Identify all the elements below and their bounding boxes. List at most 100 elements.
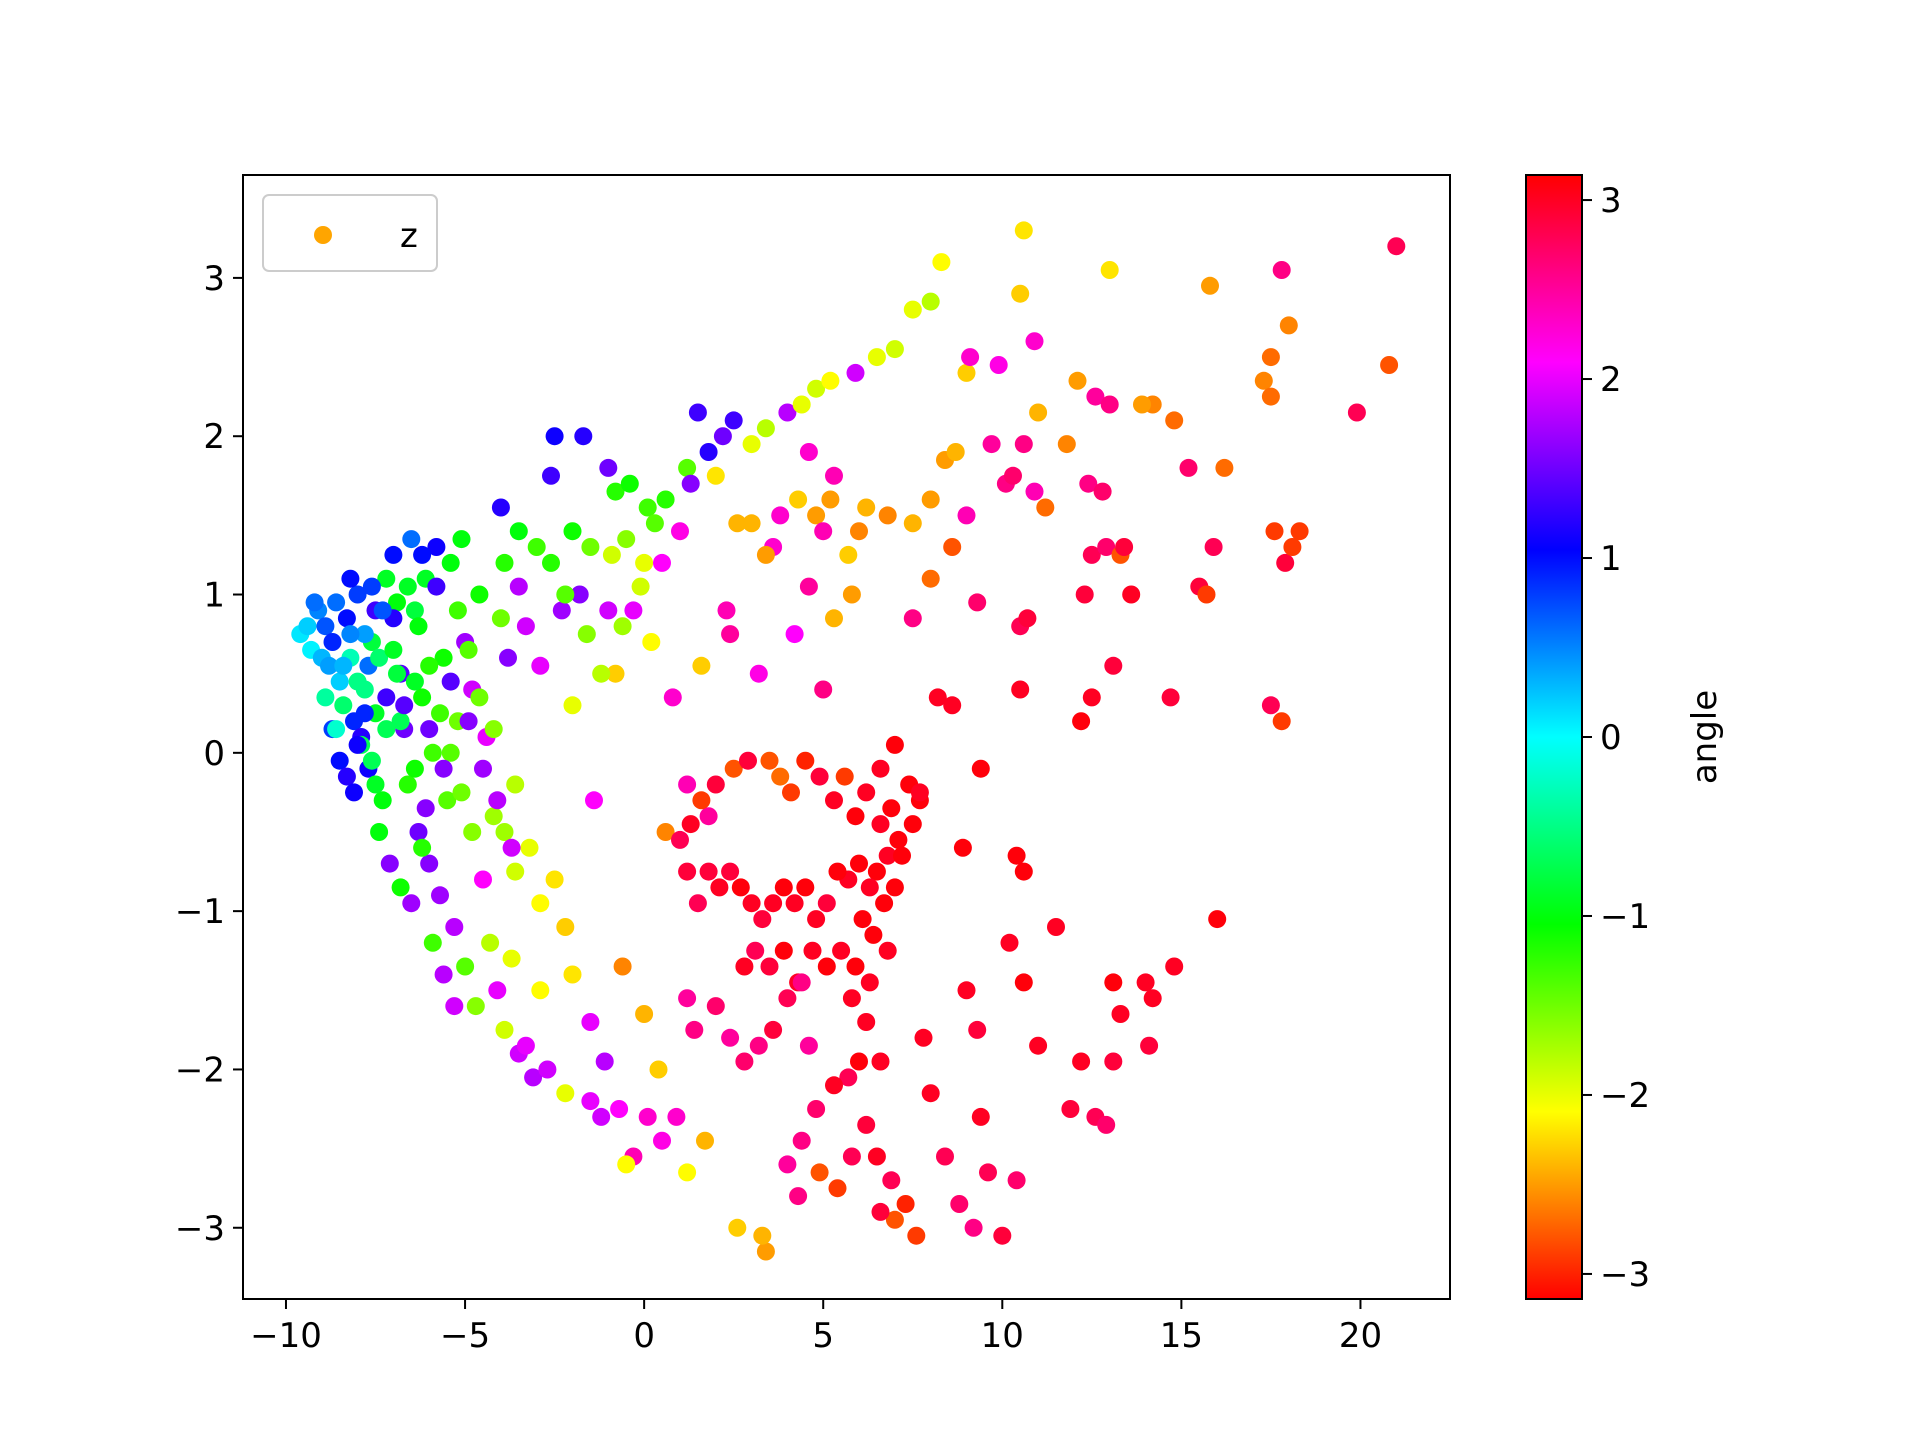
colorbar-tick-label: −1 (1600, 897, 1650, 937)
scatter-point (1011, 680, 1030, 699)
scatter-point (706, 997, 725, 1016)
scatter-point (509, 577, 528, 596)
scatter-point (602, 545, 621, 564)
scatter-point (484, 807, 503, 826)
scatter-point (499, 648, 517, 667)
scatter-point (348, 735, 367, 754)
x-tick-label: 10 (981, 1316, 1024, 1356)
scatter-point (1265, 522, 1284, 541)
scatter-point (735, 1052, 754, 1071)
y-tick-label: 3 (203, 259, 225, 299)
scatter-point (936, 1147, 954, 1166)
scatter-point (402, 894, 421, 913)
scatter-point (860, 878, 879, 897)
scatter-point (807, 379, 826, 398)
scatter-point (448, 601, 467, 620)
scatter-point (653, 1131, 671, 1150)
scatter-point (685, 1020, 704, 1039)
scatter-point (864, 925, 883, 944)
scatter-point (405, 672, 424, 691)
scatter-point (459, 712, 478, 731)
scatter-point (384, 545, 403, 564)
scatter-point (488, 791, 507, 810)
scatter-point (796, 751, 815, 770)
scatter-point (1208, 910, 1227, 929)
scatter-point (778, 1155, 797, 1174)
scatter-point (828, 1179, 847, 1198)
scatter-point (825, 1076, 843, 1095)
scatter-point (391, 878, 410, 897)
scatter-point (746, 941, 765, 960)
scatter-point (552, 601, 571, 620)
scatter-point (334, 696, 353, 715)
scatter-point (1061, 1100, 1080, 1118)
scatter-point (850, 854, 868, 873)
scatter-point (742, 435, 761, 454)
scatter-point (1380, 356, 1399, 374)
scatter-point (388, 664, 406, 683)
scatter-point (656, 490, 675, 509)
scatter-point (1201, 276, 1219, 295)
scatter-point (792, 395, 811, 414)
scatter-point (527, 538, 546, 556)
scatter-point (463, 823, 482, 841)
scatter-point (993, 1226, 1012, 1245)
scatter-point (599, 458, 618, 477)
legend: z (262, 194, 438, 272)
scatter-point (893, 846, 911, 865)
scatter-point (832, 941, 851, 960)
scatter-point (456, 957, 475, 976)
scatter-point (756, 545, 775, 564)
scatter-point (1036, 498, 1055, 517)
scatter-point (606, 482, 625, 501)
scatter-point (556, 585, 575, 604)
scatter-point (871, 759, 890, 778)
scatter-point (531, 981, 550, 1000)
colorbar-tick-label: 2 (1600, 360, 1622, 400)
scatter-point (810, 767, 829, 786)
scatter-point (1272, 712, 1291, 731)
scatter-point (348, 585, 367, 604)
scatter-point (491, 609, 510, 628)
scatter-point (459, 640, 478, 659)
scatter-point (402, 530, 421, 549)
scatter-point (305, 593, 324, 612)
scatter-point (896, 1195, 915, 1213)
scatter-point (764, 894, 783, 913)
scatter-point (345, 783, 363, 802)
scatter-point (688, 894, 707, 913)
scatter-point (1100, 261, 1119, 279)
colorbar-ticks: −3 −2 −1 0 1 2 3 (1582, 181, 1650, 1295)
scatter-point (638, 498, 657, 517)
scatter-point (348, 672, 367, 691)
x-tick-label: 15 (1160, 1316, 1203, 1356)
scatter-point (427, 577, 446, 596)
scatter-point (867, 1147, 886, 1166)
scatter-point (671, 830, 689, 849)
scatter-point (635, 1005, 654, 1023)
scatter-point (1007, 846, 1026, 865)
scatter-point (742, 514, 761, 533)
scatter-point (846, 807, 865, 826)
scatter-point (653, 553, 671, 572)
y-tick-label: −2 (175, 1050, 225, 1090)
scatter-point (817, 894, 836, 913)
scatter-point (556, 1084, 575, 1103)
scatter-point (516, 617, 535, 636)
scatter-point (799, 443, 818, 461)
scatter-point (1029, 403, 1048, 422)
scatter-point (678, 989, 697, 1008)
scatter-point (1261, 696, 1280, 715)
scatter-point (785, 625, 804, 644)
scatter-point (355, 704, 374, 723)
scatter-point (807, 910, 826, 929)
scatter-point (595, 1052, 614, 1071)
scatter-point (398, 775, 417, 794)
scatter-point (370, 648, 389, 667)
colorbar-tick-label: 0 (1600, 718, 1622, 758)
scatter-point (914, 1028, 933, 1047)
legend-label: z (400, 216, 418, 256)
scatter-point (756, 1242, 775, 1261)
scatter-point (857, 783, 876, 802)
